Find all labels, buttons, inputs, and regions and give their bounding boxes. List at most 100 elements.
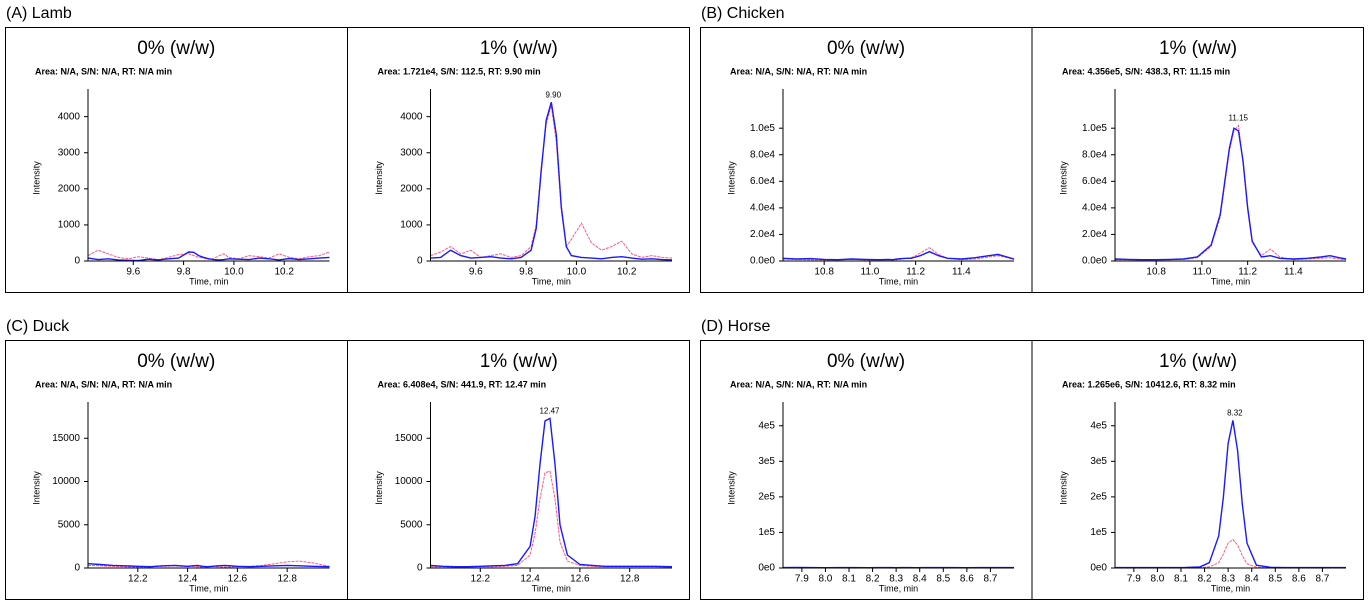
y-tick-label: 4e5 [758,420,775,431]
x-tick-label: 10.8 [1146,267,1166,278]
y-tick-label: 5000 [400,519,423,530]
y-tick-label: 2.0e4 [1082,229,1107,240]
panel-label: (A) Lamb [6,5,72,22]
chart-title: 1% (w/w) [480,38,558,59]
x-tick-label: 10.2 [617,267,637,278]
annotation: Area: N/A, S/N: N/A, RT: N/A min [730,66,867,76]
x-tick-label: 8.4 [1245,574,1259,585]
y-tick-label: 10000 [52,476,80,487]
x-tick-label: 12.8 [620,574,640,585]
y-tick-label: 3000 [400,147,423,158]
x-axis-label: Time, min [1211,583,1250,593]
trace [782,247,1015,261]
y-tick-label: 0 [74,256,80,267]
x-tick-label: 8.5 [936,574,950,585]
x-axis-label: Time, min [532,583,571,593]
y-axis-label: Intensity [374,471,384,505]
x-tick-label: 7.9 [1127,574,1141,585]
x-tick-label: 8.4 [913,574,927,585]
y-tick-label: 4000 [58,111,81,122]
x-axis-label: Time, min [189,276,228,286]
x-tick-label: 12.4 [520,574,540,585]
trace [1115,420,1346,569]
y-tick-label: 8.0e4 [750,149,775,160]
y-tick-label: 10000 [395,476,423,487]
x-tick-label: 12.6 [570,574,590,585]
y-tick-label: 15000 [52,433,80,444]
annotation: Area: 4.356e5, S/N: 438.3, RT: 11.15 min [1062,66,1230,76]
trace [87,251,330,262]
trace [430,102,673,261]
y-tick-label: 0 [417,563,423,574]
y-axis-label: Intensity [726,471,736,505]
annotation: Area: 6.408e4, S/N: 441.9, RT: 12.47 min [378,379,547,389]
x-tick-label: 8.3 [1221,574,1235,585]
x-axis-label: Time, min [1211,276,1250,286]
x-tick-label: 12.8 [277,574,297,585]
panel-label: (C) Duck [6,318,70,335]
x-axis-label: Time, min [879,583,918,593]
y-tick-label: 1.0e5 [1082,123,1107,134]
x-axis-label: Time, min [532,276,571,286]
y-tick-label: 3e5 [1090,456,1107,467]
chart-title: 0% (w/w) [827,38,905,59]
annotation: Area: N/A, S/N: N/A, RT: N/A min [730,379,867,389]
y-axis-label: Intensity [726,161,736,195]
y-axis-label: Intensity [31,471,41,505]
x-tick-label: 7.9 [795,574,809,585]
y-tick-label: 5000 [58,519,81,530]
chart-title: 1% (w/w) [1159,351,1237,372]
panel-label: (B) Chicken [701,5,785,22]
x-tick-label: 8.2 [1198,574,1212,585]
x-axis-label: Time, min [189,583,228,593]
panel-label: (D) Horse [701,318,770,335]
x-tick-label: 9.6 [126,267,140,278]
x-tick-label: 11.2 [1238,267,1257,278]
y-tick-label: 0e0 [758,563,775,574]
y-tick-label: 0.0e0 [1082,256,1107,267]
x-tick-label: 10.8 [814,267,834,278]
trace [782,250,1015,261]
y-tick-label: 8.0e4 [1082,149,1107,160]
x-tick-label: 10.0 [567,267,587,278]
y-tick-label: 2.0e4 [750,229,775,240]
chart-title: 1% (w/w) [480,351,558,372]
peak-label: 11.15 [1228,114,1248,123]
trace [1115,538,1346,569]
annotation: Area: N/A, S/N: N/A, RT: N/A min [35,66,172,76]
peak-label: 9.90 [545,90,561,99]
y-tick-label: 4.0e4 [750,203,775,214]
trace [430,417,673,568]
x-tick-label: 12.4 [178,574,198,585]
y-tick-label: 4000 [400,111,423,122]
y-tick-label: 1e5 [1090,527,1107,538]
x-tick-label: 8.5 [1268,574,1282,585]
y-tick-label: 1.0e5 [750,123,775,134]
y-tick-label: 0 [417,256,423,267]
x-tick-label: 12.2 [128,574,148,585]
trace [430,105,673,259]
annotation: Area: N/A, S/N: N/A, RT: N/A min [35,379,172,389]
x-tick-label: 10.2 [274,267,294,278]
y-axis-label: Intensity [1058,161,1068,195]
y-tick-label: 3000 [58,147,81,158]
x-tick-label: 8.3 [889,574,903,585]
y-tick-label: 0e0 [1090,563,1107,574]
y-tick-label: 1000 [58,220,81,231]
x-tick-label: 8.1 [1174,574,1188,585]
y-axis-label: Intensity [31,161,41,195]
x-tick-label: 9.8 [519,267,533,278]
annotation: Area: 1.721e4, S/N: 112.5, RT: 9.90 min [378,66,541,76]
x-tick-label: 11.2 [906,267,925,278]
peak-label: 8.32 [1227,409,1243,418]
x-tick-label: 11.0 [861,267,880,278]
x-tick-label: 8.2 [866,574,880,585]
chart-title: 0% (w/w) [827,351,905,372]
y-tick-label: 1000 [400,220,423,231]
y-tick-label: 4e5 [1090,420,1107,431]
x-tick-label: 12.6 [228,574,248,585]
chart-title: 0% (w/w) [137,351,215,372]
x-tick-label: 11.4 [1284,267,1303,278]
